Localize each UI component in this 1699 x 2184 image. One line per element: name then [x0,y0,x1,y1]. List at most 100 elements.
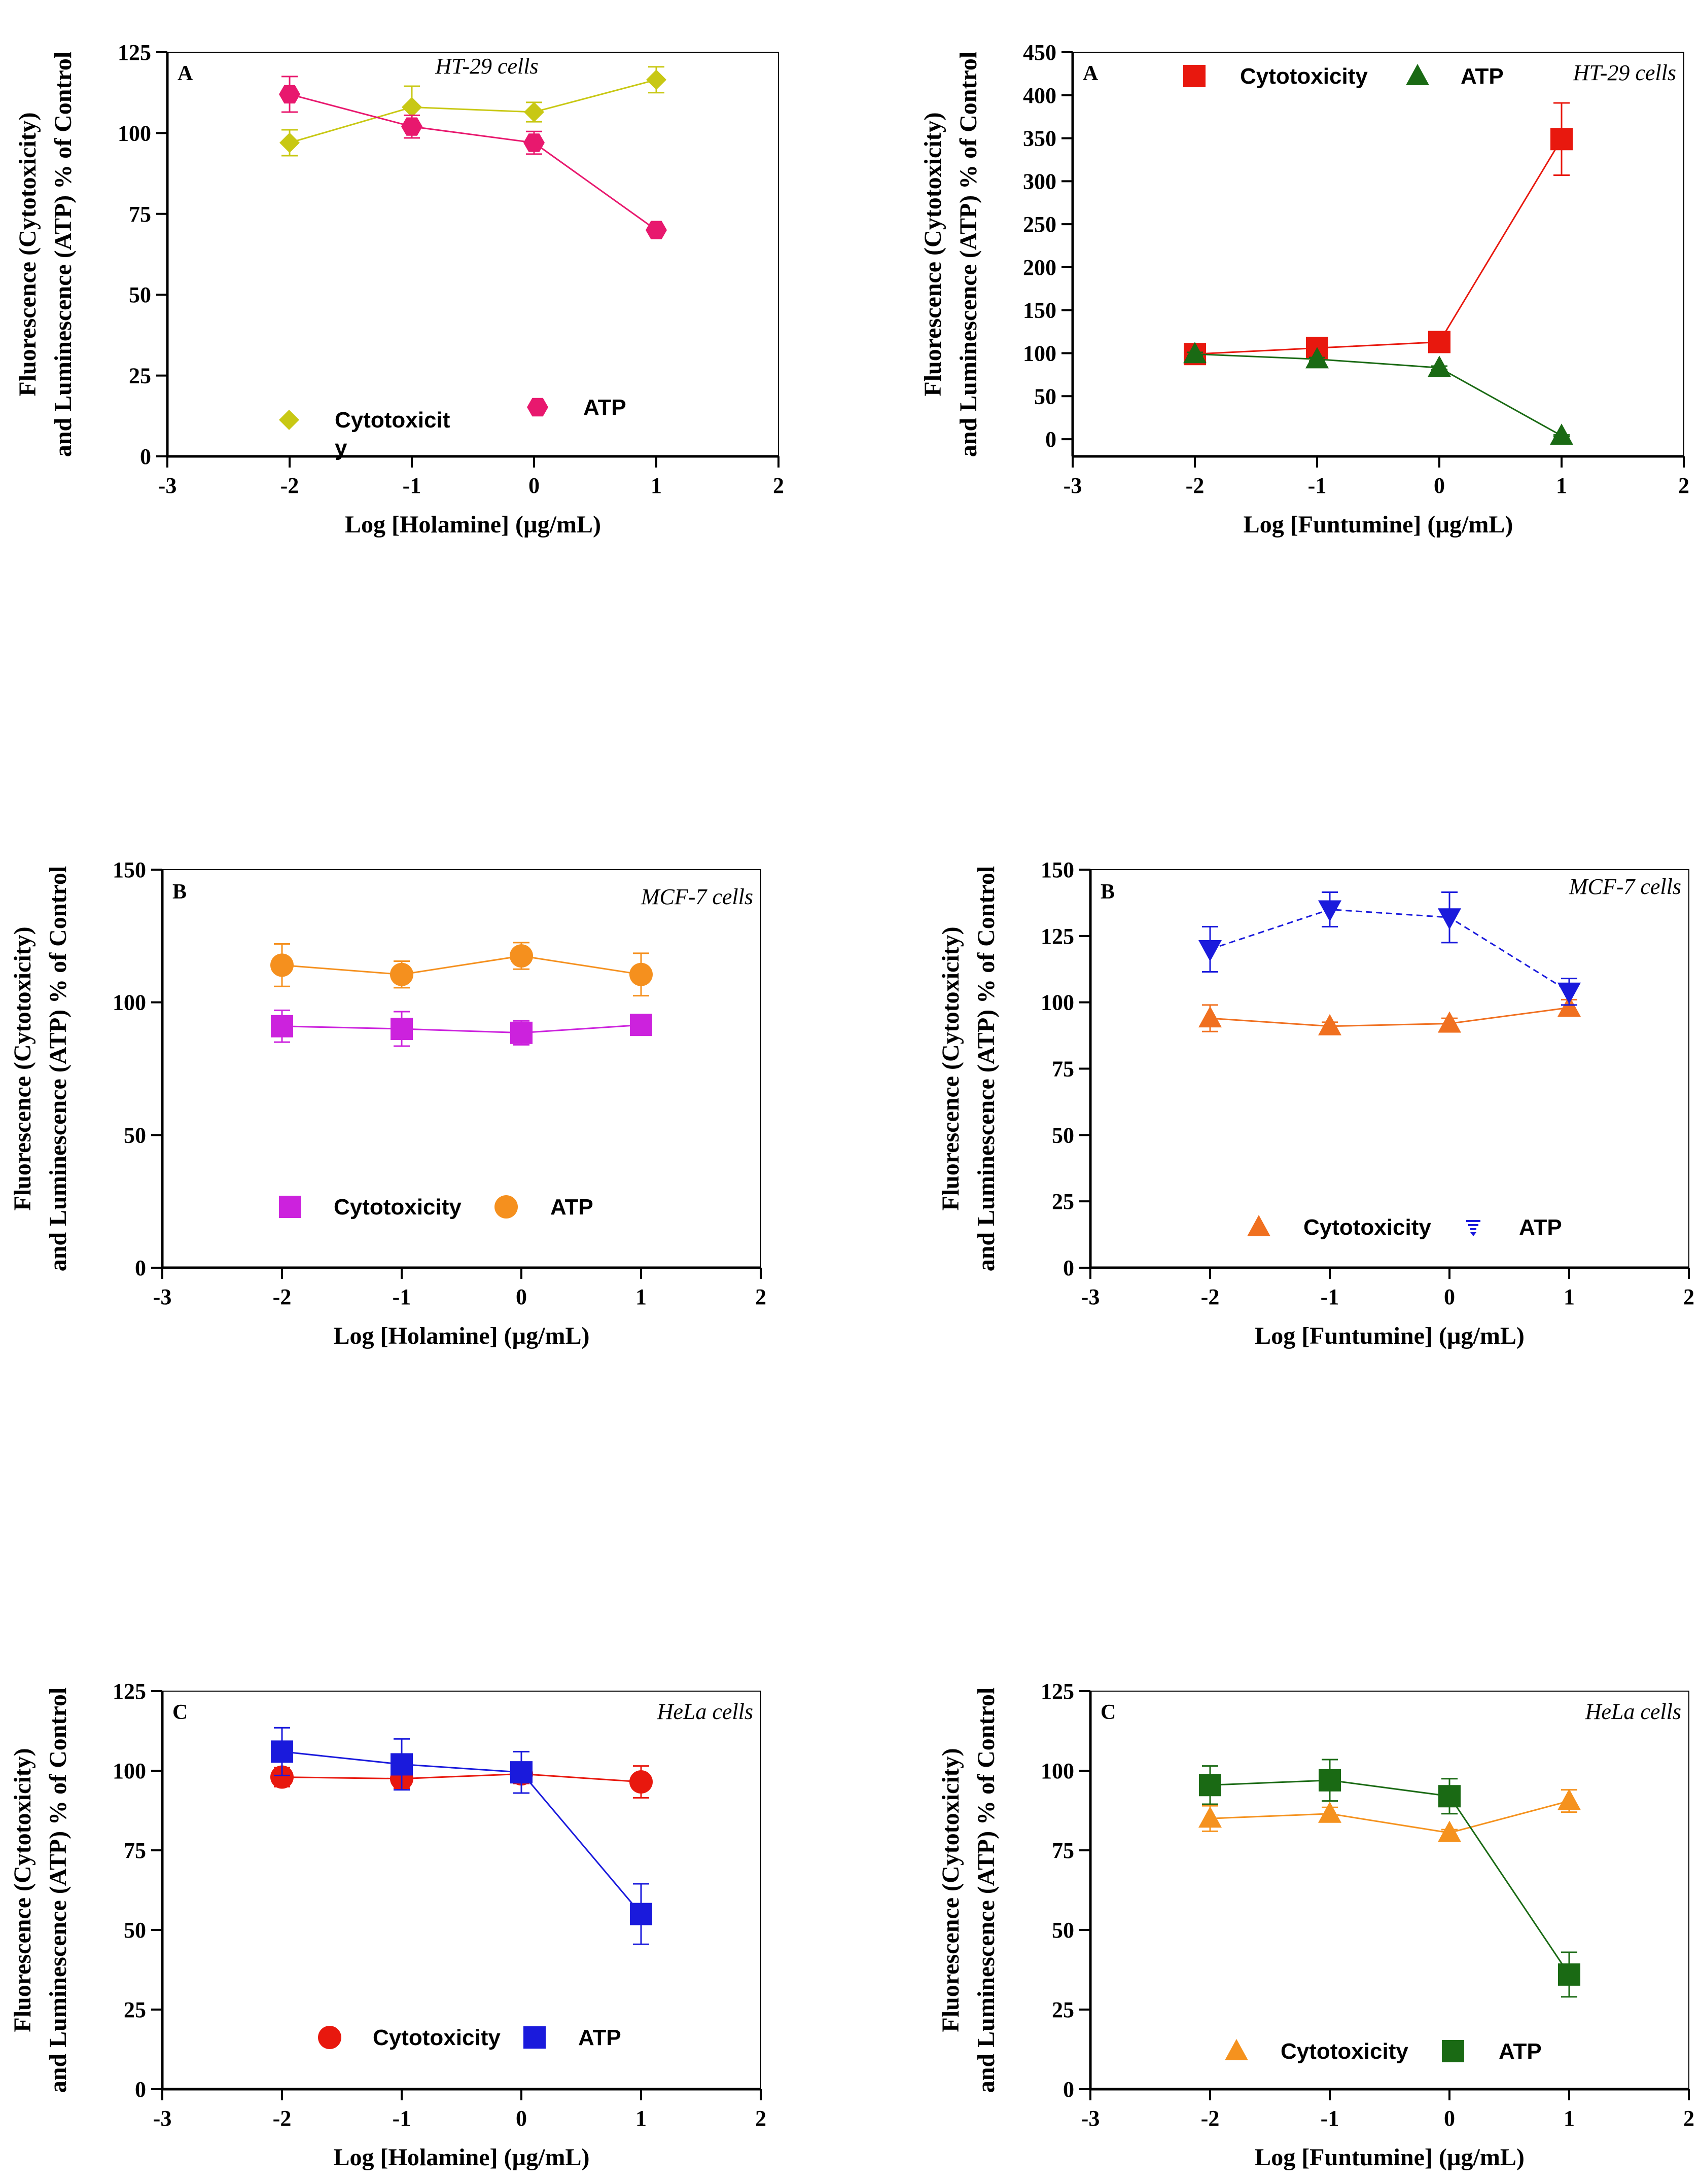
series-line [281,955,642,976]
series-atp [270,942,653,997]
x-tick-label: 1 [635,1284,647,1309]
x-tick-label: -2 [1201,2106,1220,2131]
y-axis-title-line2: and Luminescence (ATP) % of Control [973,1688,1000,2093]
x-axis-title: Log [Funtumine] (µg/mL) [1244,511,1513,538]
legend-item: Cytotoxicity [318,2025,501,2050]
series-cytotoxicity [1198,995,1581,1035]
y-tick-label: 0 [135,2077,146,2102]
x-tick-label: 2 [755,2106,766,2131]
chart-panel: 0 50 100 150 200 250 300 350 400 450 -3 -2 -1 0 1 2 Log … [919,40,1689,538]
panel-letter: B [172,880,187,904]
y-tick-label: 100 [1041,1759,1074,1783]
x-tick-label: 1 [635,2106,647,2131]
y-tick-label: 125 [113,1679,146,1704]
y-axis-title-line2: and Luminescence (ATP) % of Control [45,1688,72,2093]
series-line [1194,353,1562,437]
data-point [1438,1785,1461,1808]
legend-marker [527,398,548,417]
y-axis-title-line1: Fluorescence (Cytotoxicity) [9,926,36,1210]
x-tick-label: -1 [393,2106,411,2131]
plot-frame [1072,52,1684,457]
y-tick-label: 0 [1063,2077,1074,2102]
x-tick-label: -3 [1081,2106,1100,2131]
x-axis-title: Log [Holamine] (µg/mL) [334,1322,590,1349]
x-tick-label: -2 [280,473,299,498]
y-tick-label: 150 [1041,857,1074,882]
data-point [391,1753,413,1776]
data-point [1558,995,1581,1017]
plot-frame [1090,1691,1689,2090]
y-tick-label: 100 [1041,990,1074,1015]
data-point [391,1018,413,1040]
data-point [1550,128,1573,151]
y-axis-title-line1: Fluorescence (Cytotoxicity) [9,1748,36,2032]
legend-label: ATP [1499,2039,1542,2064]
x-tick-label: -1 [393,1284,411,1309]
data-point [1183,342,1207,364]
data-point [1319,1769,1341,1792]
legend-label: Cytotoxicit [335,408,450,433]
legend-label-wrap: y [335,436,347,460]
x-tick-label: 1 [1564,1284,1575,1309]
x-axis-title: Log [Funtumine] (µg/mL) [1255,2144,1525,2171]
data-point [646,221,667,239]
cell-line-label: HT-29 cells [435,54,538,79]
legend-item: Cytotoxicity [1183,64,1368,89]
y-axis-title-line1: Fluorescence (Cytotoxicity) [14,112,41,396]
series-line [1210,1800,1570,1834]
data-point [1318,1801,1341,1823]
y-tick-label: 75 [124,1838,146,1863]
x-tick-label: 0 [528,473,540,498]
data-point [510,1761,533,1784]
x-tick-label: -1 [1321,1284,1339,1309]
x-tick-label: 1 [1564,2106,1575,2131]
y-tick-label: 350 [1023,126,1056,151]
panel-letter: A [1083,62,1099,85]
y-tick-label: 75 [1052,1838,1074,1863]
data-point [510,1021,533,1044]
series-cytotoxicity [1184,102,1573,366]
data-point [1428,331,1450,353]
data-point [279,132,300,153]
series-line [281,1024,642,1034]
y-tick-label: 0 [135,1256,146,1280]
x-tick-label: 0 [1434,473,1445,498]
y-tick-label: 300 [1023,169,1056,194]
legend-item: ATP [1442,2039,1542,2064]
data-point [1550,423,1573,445]
series-line [281,1750,642,1915]
x-tick-label: 0 [516,1284,527,1309]
data-point [629,1770,653,1794]
plot-frame [167,52,779,457]
data-point [279,85,300,104]
legend-marker [1466,1220,1480,1236]
cell-line-label: MCF-7 cells [641,884,753,909]
legend-item: ATP [523,2025,621,2050]
y-tick-label: 50 [1052,1918,1074,1943]
legend-marker [1442,2040,1464,2062]
y-tick-label: 100 [118,121,151,146]
y-axis-title-line2: and Luminescence (ATP) % of Control [50,52,77,457]
x-tick-label: -1 [1321,2106,1339,2131]
panel-letter: B [1101,880,1115,904]
x-tick-label: -3 [158,473,177,498]
chart-panel: 0 25 50 75 100 125 -3 -2 -1 0 1 2 Log [Funtumine] (µ… [937,1679,1694,2171]
y-axis-title-line2: and Luminescence (ATP) % of Control [973,866,1000,1272]
x-axis-title: Log [Funtumine] (µg/mL) [1255,1322,1525,1349]
series-line [1210,1007,1570,1027]
legend-item: Cytotoxicity [1247,1215,1431,1240]
x-tick-label: 2 [1683,2106,1694,2131]
data-point [630,1903,652,1925]
x-tick-label: -2 [273,1284,292,1309]
legend-label: Cytotoxicity [373,2025,501,2050]
data-point [1198,1806,1222,1828]
data-point [1438,1011,1461,1033]
x-axis-title: Log [Holamine] (µg/mL) [345,511,601,538]
panel-letter: C [1101,1701,1116,1724]
legend-label: ATP [1519,1215,1562,1240]
y-tick-label: 25 [129,364,151,388]
series-atp [1198,891,1581,1006]
cell-line-label: HeLa cells [657,1699,753,1724]
y-tick-label: 400 [1023,83,1056,108]
